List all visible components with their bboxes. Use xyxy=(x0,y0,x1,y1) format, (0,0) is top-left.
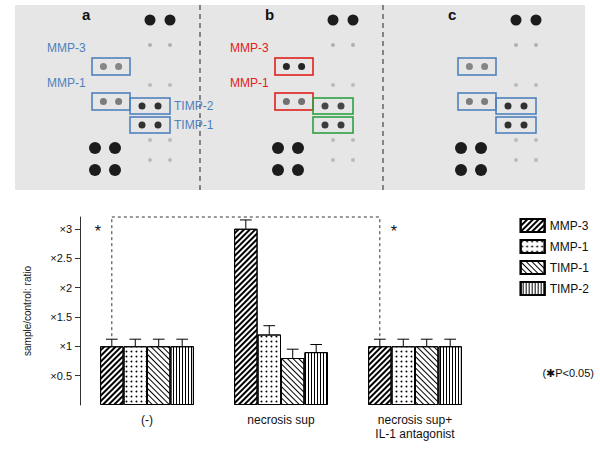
svg-text:×1.5: ×1.5 xyxy=(50,311,72,323)
svg-text:*: * xyxy=(391,223,397,240)
svg-text:(✱P<0.05): (✱P<0.05) xyxy=(543,367,595,379)
svg-text:×2: ×2 xyxy=(59,282,72,294)
svg-text:necrosis sup+: necrosis sup+ xyxy=(378,413,452,427)
svg-text:b: b xyxy=(265,6,274,23)
svg-text:MMP-3: MMP-3 xyxy=(550,219,589,233)
svg-text:sample/control: ratio: sample/control: ratio xyxy=(22,266,33,356)
svg-text:TIMP-2: TIMP-2 xyxy=(174,99,214,113)
svg-text:necrosis sup: necrosis sup xyxy=(247,413,315,427)
svg-text:×1: ×1 xyxy=(59,340,72,352)
svg-text:(-): (-) xyxy=(141,413,153,427)
svg-text:MMP-1: MMP-1 xyxy=(47,76,86,90)
svg-text:×0.5: ×0.5 xyxy=(50,370,72,382)
svg-text:c: c xyxy=(448,6,456,23)
svg-text:MMP-3: MMP-3 xyxy=(47,41,86,55)
svg-text:×2.5: ×2.5 xyxy=(50,252,72,264)
svg-text:a: a xyxy=(82,6,91,23)
svg-text:*: * xyxy=(95,223,101,240)
svg-text:TIMP-1: TIMP-1 xyxy=(174,118,214,132)
svg-text:IL-1 antagonist: IL-1 antagonist xyxy=(375,427,455,441)
svg-text:MMP-1: MMP-1 xyxy=(230,76,269,90)
svg-text:TIMP-2: TIMP-2 xyxy=(550,282,590,296)
svg-text:MMP-1: MMP-1 xyxy=(550,240,589,254)
svg-text:TIMP-1: TIMP-1 xyxy=(550,261,590,275)
svg-text:×3: ×3 xyxy=(59,223,72,235)
svg-text:MMP-3: MMP-3 xyxy=(230,41,269,55)
